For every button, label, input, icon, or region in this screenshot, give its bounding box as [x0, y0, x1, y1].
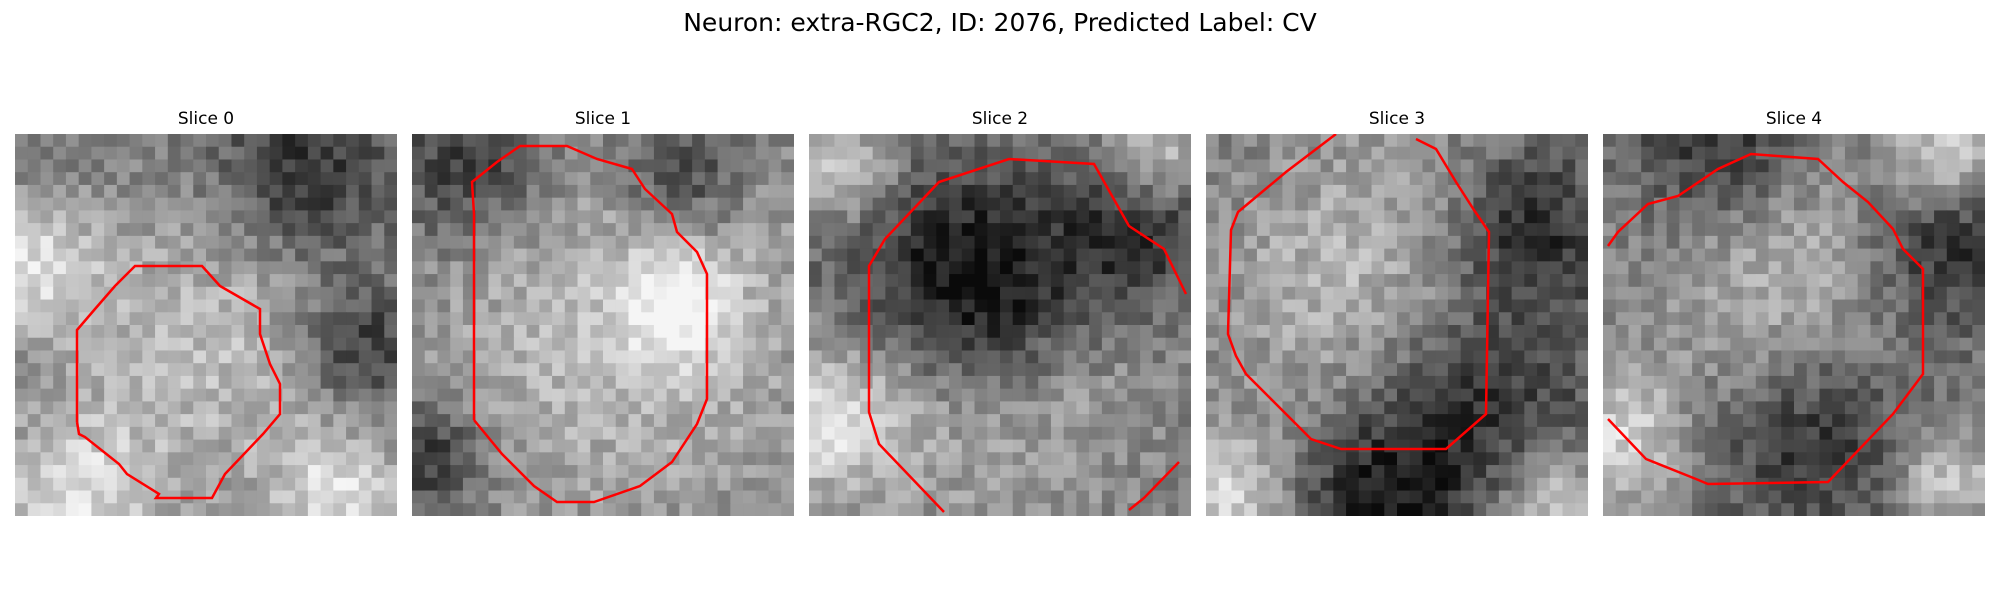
contour-line [75, 264, 282, 500]
figure-title: Neuron: extra-RGC2, ID: 2076, Predicted … [683, 8, 1317, 37]
slice-title: Slice 3 [1368, 109, 1426, 129]
slice-title: Slice 0 [177, 109, 235, 129]
contour-line [867, 157, 1188, 513]
contour-line [470, 144, 709, 504]
slice-title: Slice 2 [971, 109, 1029, 129]
slice-image-panel [1206, 134, 1588, 516]
slice-image-panel [809, 134, 1191, 516]
slice-image [15, 134, 397, 516]
slice-image [1206, 134, 1588, 516]
slice-image-panel [1603, 134, 1985, 516]
contour-line [1128, 461, 1180, 511]
slice-image [809, 134, 1191, 516]
slice-image [412, 134, 794, 516]
slice-title: Slice 4 [1765, 109, 1823, 129]
slice-title: Slice 1 [574, 109, 632, 129]
slice-image-panel [15, 134, 397, 516]
slice-image [1603, 134, 1985, 516]
slice-image-panel [412, 134, 794, 516]
contour-line [1606, 152, 1925, 486]
contour-line [1226, 134, 1491, 451]
